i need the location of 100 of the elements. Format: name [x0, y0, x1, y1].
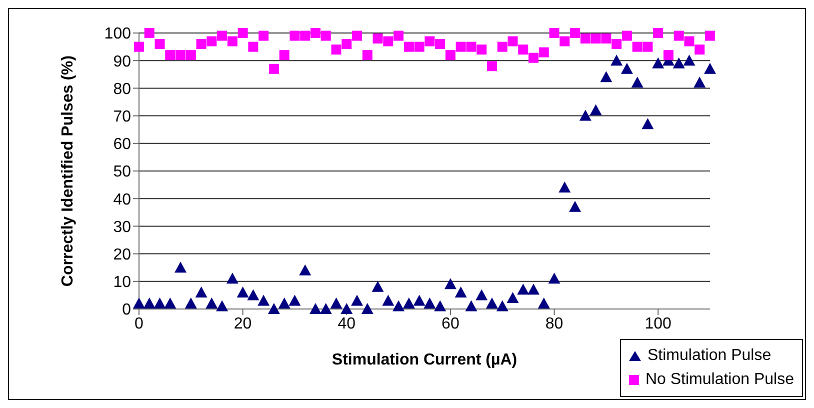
point [444, 278, 456, 290]
point [206, 36, 217, 46]
point [310, 28, 320, 38]
point [392, 300, 405, 312]
point [570, 28, 580, 38]
point [279, 50, 290, 60]
point [601, 34, 612, 44]
point [300, 30, 310, 41]
y-tick-label: 30 [113, 218, 132, 236]
point [238, 28, 248, 38]
point [548, 272, 560, 284]
point [528, 52, 539, 63]
point [154, 297, 166, 308]
point [288, 294, 301, 306]
point [476, 44, 487, 55]
point [528, 284, 540, 295]
point [174, 262, 187, 273]
point [383, 36, 394, 46]
point [486, 297, 498, 308]
point [508, 36, 518, 46]
point [217, 30, 228, 41]
y-tick-label: 80 [113, 80, 132, 98]
x-tick-label: 100 [644, 315, 672, 332]
point [299, 264, 312, 276]
point [590, 34, 601, 44]
point [620, 62, 633, 74]
point [340, 303, 353, 314]
point [206, 297, 218, 308]
point [361, 303, 374, 314]
point [320, 30, 331, 41]
point [268, 64, 279, 74]
y-tick-label: 40 [113, 191, 132, 208]
point [518, 44, 528, 55]
point [506, 292, 519, 303]
point [694, 44, 705, 55]
point [558, 182, 571, 193]
point [176, 50, 186, 60]
legend-label: No Stimulation Pulse [645, 371, 794, 389]
point [154, 39, 165, 50]
point [434, 300, 446, 312]
y-axis-title: Correctly Identified Pulses (%) [60, 55, 77, 287]
y-tick-label: 70 [113, 108, 132, 126]
point [196, 39, 206, 50]
point [683, 54, 696, 66]
point [424, 36, 435, 46]
point [258, 294, 270, 306]
point [486, 61, 497, 72]
point [342, 39, 352, 50]
point [331, 44, 342, 55]
point [454, 286, 467, 298]
point [184, 297, 197, 308]
point [372, 34, 383, 44]
point [674, 30, 684, 41]
point [672, 57, 685, 68]
point [663, 50, 674, 60]
point [705, 30, 715, 41]
point [186, 50, 196, 60]
point [694, 76, 706, 88]
point [600, 71, 612, 82]
point [227, 36, 238, 46]
point [414, 42, 424, 52]
point [320, 303, 332, 314]
point [538, 47, 549, 58]
point [309, 303, 322, 314]
point [268, 303, 280, 314]
x-axis-title: Stimulation Current (µA) [332, 351, 518, 368]
point [456, 42, 466, 52]
x-tick-label: 0 [134, 315, 144, 332]
point [382, 294, 394, 306]
point [466, 42, 476, 52]
y-tick-label: 100 [104, 26, 132, 43]
point [164, 297, 176, 308]
point [362, 50, 372, 60]
point [394, 30, 404, 41]
point [445, 50, 456, 60]
point [372, 280, 384, 292]
point [652, 57, 664, 68]
point [538, 297, 550, 308]
point [216, 300, 228, 312]
point [144, 28, 154, 38]
point [278, 297, 290, 308]
point [580, 34, 590, 44]
point [590, 104, 602, 116]
point [402, 297, 415, 308]
legend-label: Stimulation Pulse [647, 347, 772, 365]
point [143, 297, 156, 308]
x-tick-label: 20 [234, 315, 252, 332]
point [684, 36, 694, 46]
y-tick-label: 90 [113, 53, 132, 70]
point [248, 42, 258, 52]
x-tick-label: 80 [545, 315, 564, 332]
point [351, 294, 364, 306]
point [258, 30, 269, 41]
point [476, 289, 488, 300]
point [642, 118, 654, 130]
x-tick-label: 60 [442, 315, 460, 332]
point [610, 54, 623, 66]
x-tick-label: 40 [338, 315, 356, 332]
point [424, 297, 436, 308]
point [465, 300, 478, 312]
